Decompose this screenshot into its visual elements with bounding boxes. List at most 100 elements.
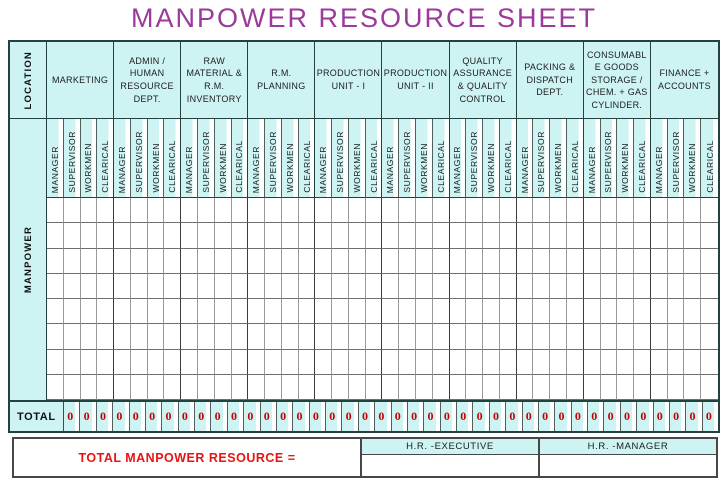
grid-cell[interactable] (130, 324, 148, 350)
grid-cell[interactable] (197, 299, 215, 325)
grid-cell[interactable] (80, 324, 98, 350)
signature-area-hr-manager[interactable] (540, 455, 716, 476)
grid-cell[interactable] (114, 273, 131, 300)
grid-cell[interactable] (634, 248, 651, 274)
grid-cell[interactable] (97, 375, 115, 401)
grid-cell[interactable] (432, 299, 450, 325)
grid-cell[interactable] (516, 375, 534, 401)
grid-cell[interactable] (97, 273, 115, 300)
grid-cell[interactable] (701, 349, 718, 376)
grid-cell[interactable] (667, 324, 685, 350)
grid-cell[interactable] (600, 375, 618, 401)
grid-cell[interactable] (650, 223, 668, 249)
grid-cell[interactable] (701, 273, 718, 300)
grid-cell[interactable] (567, 299, 584, 325)
grid-cell[interactable] (533, 198, 551, 224)
grid-cell[interactable] (164, 273, 182, 300)
grid-cell[interactable] (466, 324, 484, 350)
grid-cell[interactable] (248, 299, 266, 325)
grid-cell[interactable] (416, 375, 433, 401)
grid-cell[interactable] (164, 324, 182, 350)
grid-cell[interactable] (466, 299, 484, 325)
grid-cell[interactable] (332, 223, 349, 249)
grid-cell[interactable] (416, 349, 433, 376)
grid-cell[interactable] (483, 223, 500, 249)
grid-cell[interactable] (281, 375, 299, 401)
grid-cell[interactable] (499, 198, 517, 224)
grid-cell[interactable] (181, 248, 198, 274)
grid-cell[interactable] (550, 324, 568, 350)
grid-cell[interactable] (550, 273, 568, 300)
grid-cell[interactable] (130, 198, 148, 224)
grid-cell[interactable] (416, 299, 433, 325)
grid-cell[interactable] (365, 248, 383, 274)
grid-cell[interactable] (80, 273, 98, 300)
grid-cell[interactable] (281, 299, 299, 325)
grid-cell[interactable] (265, 349, 282, 376)
grid-cell[interactable] (466, 375, 484, 401)
grid-cell[interactable] (684, 349, 702, 376)
grid-cell[interactable] (567, 349, 584, 376)
grid-cell[interactable] (365, 299, 383, 325)
grid-cell[interactable] (650, 375, 668, 401)
grid-cell[interactable] (483, 324, 500, 350)
grid-cell[interactable] (164, 198, 182, 224)
grid-cell[interactable] (298, 349, 316, 376)
grid-cell[interactable] (550, 248, 568, 274)
grid-cell[interactable] (130, 273, 148, 300)
grid-cell[interactable] (516, 349, 534, 376)
grid-cell[interactable] (600, 349, 618, 376)
grid-cell[interactable] (130, 349, 148, 376)
grid-cell[interactable] (432, 223, 450, 249)
grid-cell[interactable] (449, 248, 467, 274)
grid-cell[interactable] (348, 349, 366, 376)
grid-cell[interactable] (181, 299, 198, 325)
grid-cell[interactable] (550, 223, 568, 249)
grid-cell[interactable] (701, 375, 718, 401)
grid-cell[interactable] (197, 198, 215, 224)
grid-cell[interactable] (248, 324, 266, 350)
grid-cell[interactable] (130, 375, 148, 401)
grid-cell[interactable] (197, 273, 215, 300)
grid-cell[interactable] (583, 248, 601, 274)
grid-cell[interactable] (617, 324, 635, 350)
grid-cell[interactable] (583, 324, 601, 350)
grid-cell[interactable] (365, 223, 383, 249)
grid-cell[interactable] (147, 375, 165, 401)
grid-cell[interactable] (617, 248, 635, 274)
grid-cell[interactable] (516, 273, 534, 300)
grid-cell[interactable] (416, 248, 433, 274)
grid-cell[interactable] (449, 273, 467, 300)
grid-cell[interactable] (332, 248, 349, 274)
grid-cell[interactable] (449, 299, 467, 325)
grid-cell[interactable] (667, 375, 685, 401)
grid-cell[interactable] (382, 198, 400, 224)
grid-cell[interactable] (516, 248, 534, 274)
grid-cell[interactable] (130, 299, 148, 325)
grid-cell[interactable] (701, 324, 718, 350)
grid-cell[interactable] (449, 198, 467, 224)
grid-cell[interactable] (348, 223, 366, 249)
grid-cell[interactable] (214, 349, 232, 376)
grid-cell[interactable] (147, 299, 165, 325)
grid-cell[interactable] (701, 248, 718, 274)
grid-cell[interactable] (684, 248, 702, 274)
grid-cell[interactable] (164, 375, 182, 401)
grid-cell[interactable] (449, 223, 467, 249)
grid-cell[interactable] (684, 273, 702, 300)
grid-cell[interactable] (483, 299, 500, 325)
grid-cell[interactable] (432, 375, 450, 401)
grid-cell[interactable] (617, 375, 635, 401)
grid-cell[interactable] (634, 375, 651, 401)
grid-cell[interactable] (550, 375, 568, 401)
grid-cell[interactable] (214, 198, 232, 224)
grid-cell[interactable] (231, 273, 249, 300)
grid-cell[interactable] (516, 324, 534, 350)
grid-cell[interactable] (399, 375, 417, 401)
grid-cell[interactable] (47, 273, 64, 300)
grid-cell[interactable] (382, 248, 400, 274)
grid-cell[interactable] (701, 198, 718, 224)
grid-cell[interactable] (567, 324, 584, 350)
grid-cell[interactable] (315, 223, 333, 249)
grid-cell[interactable] (466, 248, 484, 274)
